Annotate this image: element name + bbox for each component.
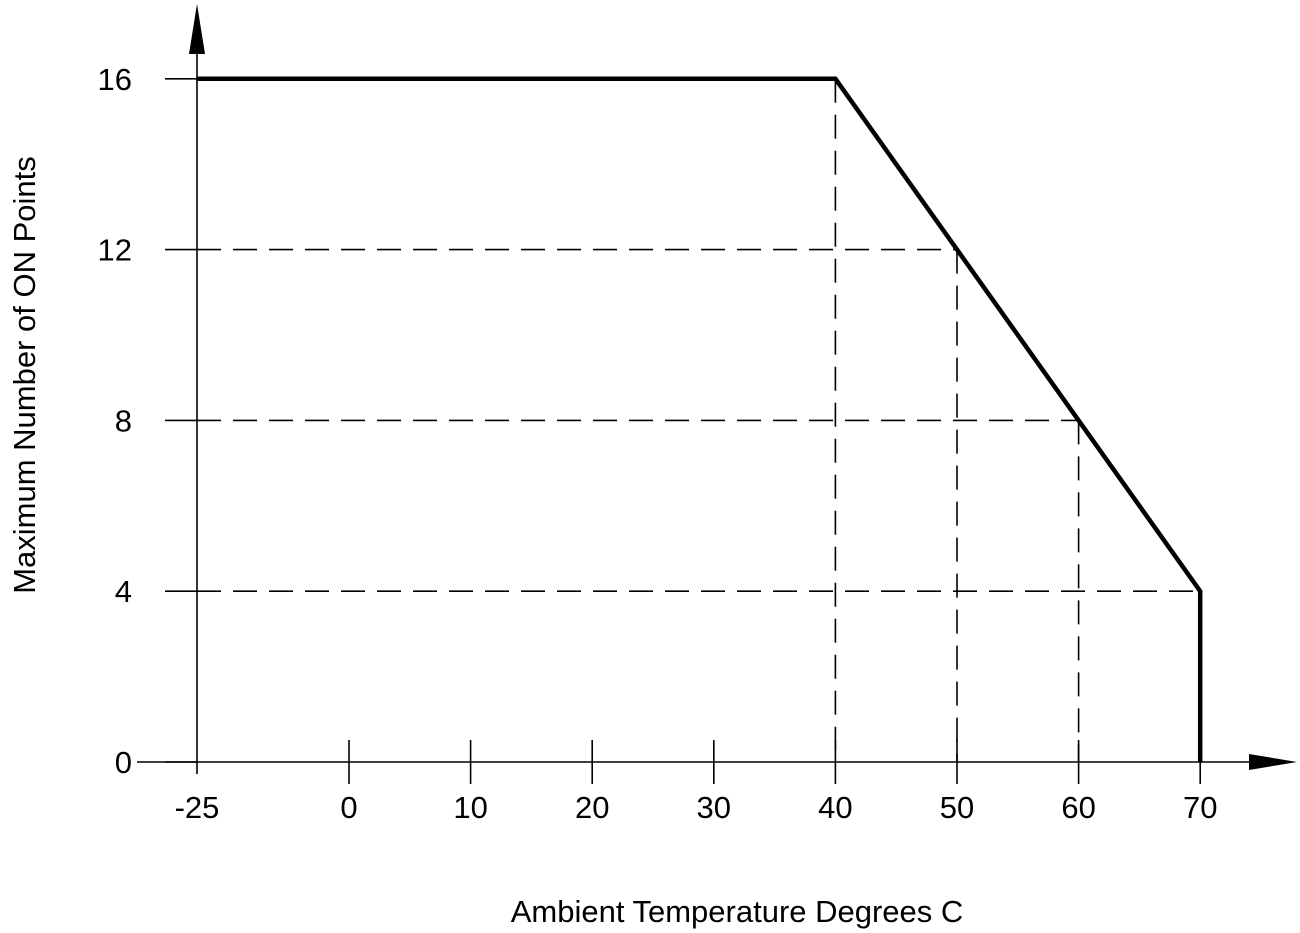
x-tick-label--25: -25: [175, 790, 220, 825]
x-axis-title: Ambient Temperature Degrees C: [511, 894, 964, 929]
y-tick-label-8: 8: [115, 403, 132, 438]
tick-labels: 0 4 8 12 16 -25 0 10 20 30 40 50 60 70: [98, 62, 1218, 825]
series-group: [196, 76, 1203, 763]
y-tick-label-4: 4: [115, 574, 132, 609]
x-tick-label-10: 10: [453, 790, 487, 825]
axes: [137, 4, 1297, 774]
x-tick-label-70: 70: [1183, 790, 1217, 825]
x-tick-label-40: 40: [818, 790, 852, 825]
x-tick-label-20: 20: [575, 790, 609, 825]
y-tick-label-12: 12: [98, 233, 132, 268]
x-tick-label-0: 0: [340, 790, 357, 825]
series-line-0: [197, 76, 1203, 762]
y-tick-label-16: 16: [98, 62, 132, 97]
reference-lines: [197, 78, 1201, 762]
x-tick-label-50: 50: [940, 790, 974, 825]
y-axis-title: Maximum Number of ON Points: [7, 156, 42, 594]
y-tick-label-0: 0: [115, 745, 132, 780]
x-axis-arrow-icon: [1249, 754, 1297, 770]
y-axis-arrow-icon: [189, 4, 205, 54]
x-tick-label-60: 60: [1061, 790, 1095, 825]
axis-ticks: [165, 78, 1201, 784]
x-tick-label-30: 30: [697, 790, 731, 825]
